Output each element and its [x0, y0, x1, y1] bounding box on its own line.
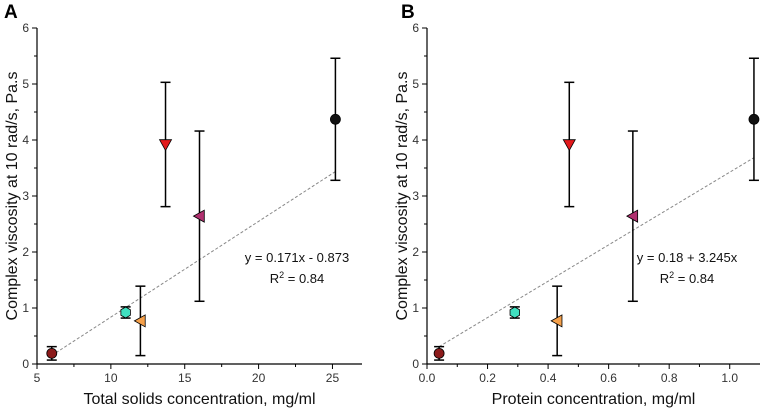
x-tick-label: 0.0 [419, 371, 436, 385]
data-point [748, 113, 760, 125]
x-tick-label: 1.0 [721, 371, 738, 385]
x-tick-label: 0.6 [600, 371, 617, 385]
data-point [509, 306, 520, 319]
data-point [562, 139, 576, 152]
y-tick-label: 1 [22, 301, 29, 315]
y-tick-label: 4 [22, 133, 29, 147]
panel-letter: B [401, 2, 415, 23]
x-axis-title: Total solids concentration, mg/ml [83, 391, 315, 408]
y-tick-label: 6 [412, 21, 419, 35]
data-point [550, 314, 563, 328]
y-axis-title: Complex viscosity at 10 rad/s, Pa.s [4, 72, 21, 321]
r-squared: R2 = 0.84 [660, 270, 715, 286]
data-point [626, 209, 639, 223]
y-tick-label: 4 [412, 133, 419, 147]
r-squared: R2 = 0.84 [270, 270, 325, 286]
data-point [120, 306, 131, 319]
x-tick-label: 0.2 [479, 371, 496, 385]
y-tick-label: 2 [22, 245, 29, 259]
x-tick-label: 0.8 [661, 371, 678, 385]
panel-b: B 0.0 0.2 0.4 0.6 0.8 1.0 0 1 2 3 4 5 6 Protein concen… [394, 2, 760, 408]
r-squared-prefix: R [270, 271, 279, 286]
x-tick-label: 0.4 [540, 371, 557, 385]
y-tick-label: 2 [412, 245, 419, 259]
y-tick-label: 3 [412, 189, 419, 203]
data-point [192, 209, 205, 223]
y-axis-title: Complex viscosity at 10 rad/s, Pa.s [394, 72, 411, 321]
x-axis-title: Protein concentration, mg/ml [492, 391, 696, 408]
y-tick-label: 6 [22, 21, 29, 35]
data-point [46, 347, 58, 359]
y-tick-label: 5 [22, 77, 29, 91]
y-tick-label: 1 [412, 301, 419, 315]
x-tick-label: 10 [104, 371, 118, 385]
r-squared-exponent: 2 [279, 270, 284, 280]
fit-equation: y = 0.171x - 0.873 [245, 250, 349, 265]
y-tick-label: 5 [412, 77, 419, 91]
data-point [158, 139, 173, 152]
fit-line [51, 171, 336, 356]
panel-a: A 5 10 15 20 25 0 1 2 3 4 5 6 Total solids concentrat… [4, 2, 362, 408]
y-tick-label: 0 [412, 357, 419, 371]
data-point [133, 314, 146, 328]
data-point [330, 113, 341, 125]
data-point [433, 347, 445, 359]
r-squared-value: = 0.84 [284, 271, 324, 286]
x-tick-label: 15 [178, 371, 192, 385]
x-tick-label: 20 [252, 371, 266, 385]
fit-equation: y = 0.18 + 3.245x [637, 250, 738, 265]
y-tick-label: 3 [22, 189, 29, 203]
x-tick-label: 25 [326, 371, 340, 385]
r-squared-exponent: 2 [669, 270, 674, 280]
r-squared-value: = 0.84 [674, 271, 714, 286]
panel-letter: A [4, 2, 18, 23]
y-tick-label: 0 [22, 357, 29, 371]
x-tick-label: 5 [34, 371, 41, 385]
fit-line [438, 157, 755, 348]
r-squared-prefix: R [660, 271, 669, 286]
